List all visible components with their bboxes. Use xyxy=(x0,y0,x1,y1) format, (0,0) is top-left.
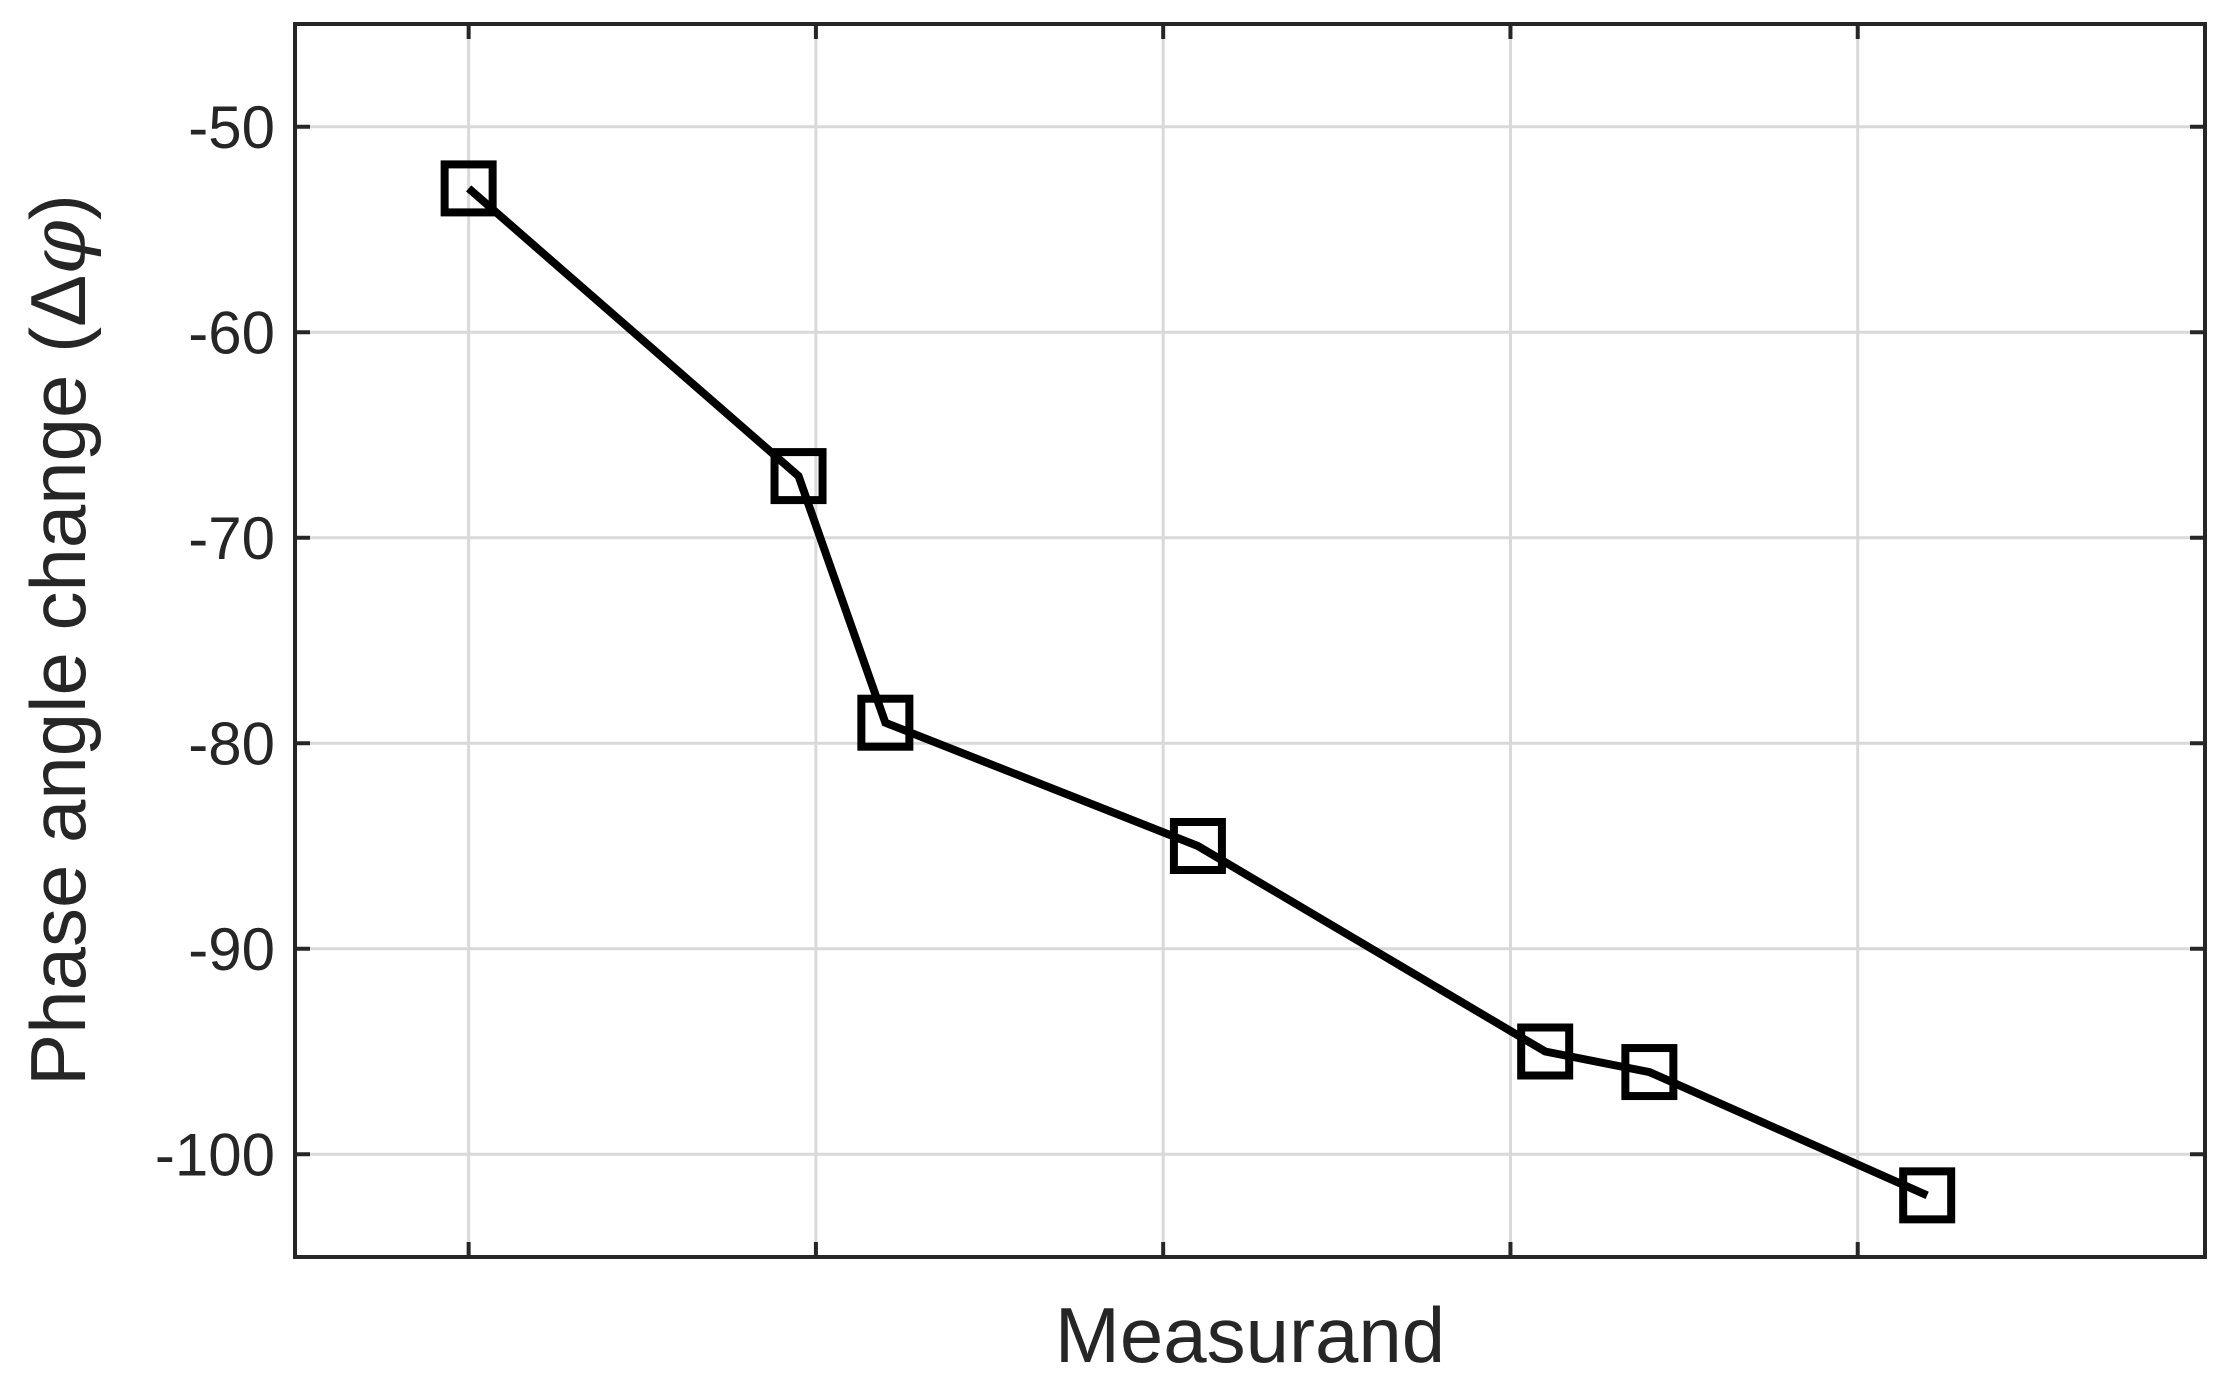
y-axis-title-close: ) xyxy=(14,194,102,220)
y-tick-label: -70 xyxy=(188,505,275,572)
y-tick-label: -60 xyxy=(188,299,275,366)
y-axis-title-text: Phase angle change ( xyxy=(14,327,102,1086)
data-point-marker xyxy=(1517,1023,1574,1080)
axis-ticks xyxy=(295,24,2205,1257)
grid-lines xyxy=(295,24,2205,1257)
data-point-marker xyxy=(1169,818,1226,874)
data-point-marker xyxy=(857,694,914,751)
data-point-marker xyxy=(1899,1167,1956,1224)
plot-frame xyxy=(293,22,2207,1259)
y-tick-label: -80 xyxy=(188,710,275,777)
y-axis-title-phi: φ xyxy=(14,220,104,275)
x-axis-title: Measurand xyxy=(1055,1291,1445,1379)
data-point-marker xyxy=(440,160,497,217)
y-axis-title: Phase angle change (Δφ) xyxy=(14,194,104,1086)
y-axis-title-delta: Δ xyxy=(14,275,102,327)
data-point-marker xyxy=(1621,1044,1678,1101)
data-point-marker xyxy=(770,448,827,505)
y-tick-label: -100 xyxy=(155,1121,275,1188)
y-tick-label: -50 xyxy=(188,94,275,161)
data-series xyxy=(440,160,1956,1224)
y-tick-label: -90 xyxy=(188,916,275,983)
series-line xyxy=(466,185,1929,1200)
plot-background xyxy=(295,24,2205,1257)
y-tick-labels: -100 -90 -80 -70 -60 -50 xyxy=(155,94,275,1189)
